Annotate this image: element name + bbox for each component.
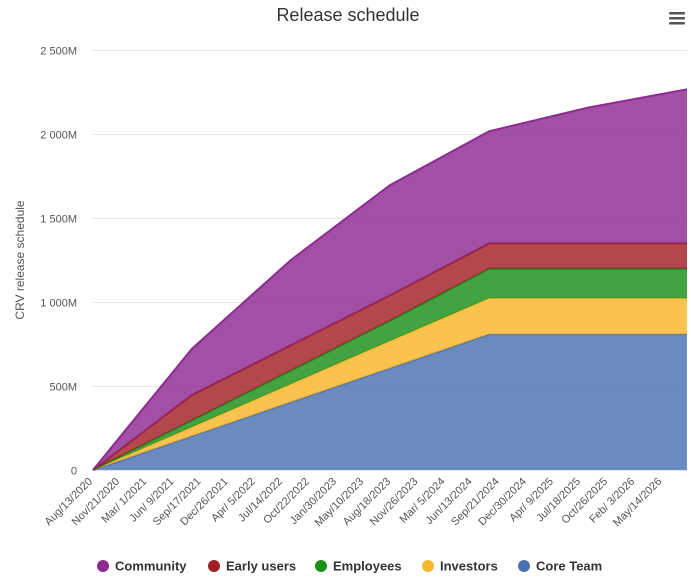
y-axis-ticks: 0 500M 1 000M 1 500M 2 000M 2 500M: [40, 46, 77, 478]
y-tick-label: 2 500M: [40, 46, 77, 58]
y-tick-label: 500M: [49, 382, 77, 394]
chart-title: Release schedule: [276, 5, 419, 25]
hamburger-icon[interactable]: [669, 12, 685, 15]
legend-item-core-team[interactable]: Core Team: [518, 559, 602, 574]
legend-label-core-team: Core Team: [536, 559, 602, 574]
legend-item-early-users[interactable]: Early users: [208, 559, 296, 574]
legend-item-community[interactable]: Community: [97, 559, 187, 574]
legend-label-investors: Investors: [440, 559, 498, 574]
hamburger-icon-bar-2[interactable]: [669, 17, 685, 20]
y-tick-label: 1 500M: [40, 214, 77, 226]
area-core-team[interactable]: [93, 334, 687, 470]
y-tick-label: 0: [71, 466, 77, 478]
legend-marker-employees: [315, 560, 327, 572]
area-series: [92, 88, 688, 471]
legend-marker-community: [97, 560, 109, 572]
area-early-users[interactable]: [93, 243, 687, 470]
area-employees[interactable]: [93, 268, 687, 470]
legend-marker-early-users: [208, 560, 220, 572]
legend-label-community: Community: [115, 559, 187, 574]
y-tick-label: 1 000M: [40, 298, 77, 310]
hamburger-icon-bar-3[interactable]: [669, 22, 685, 25]
legend-item-investors[interactable]: Investors: [422, 559, 498, 574]
menu-button[interactable]: [669, 12, 685, 25]
area-community[interactable]: [93, 89, 687, 471]
y-tick-label: 2 000M: [40, 130, 77, 142]
legend-item-employees[interactable]: Employees: [315, 559, 402, 574]
legend-marker-core-team: [518, 560, 530, 572]
line-community: [92, 88, 688, 471]
legend-label-employees: Employees: [333, 559, 402, 574]
area-investors[interactable]: [93, 298, 687, 470]
legend: Community Early users Employees Investors Co…: [97, 559, 602, 574]
legend-marker-investors: [422, 560, 434, 572]
y-axis-label: CRV release schedule: [13, 200, 27, 320]
legend-label-early-users: Early users: [226, 559, 296, 574]
